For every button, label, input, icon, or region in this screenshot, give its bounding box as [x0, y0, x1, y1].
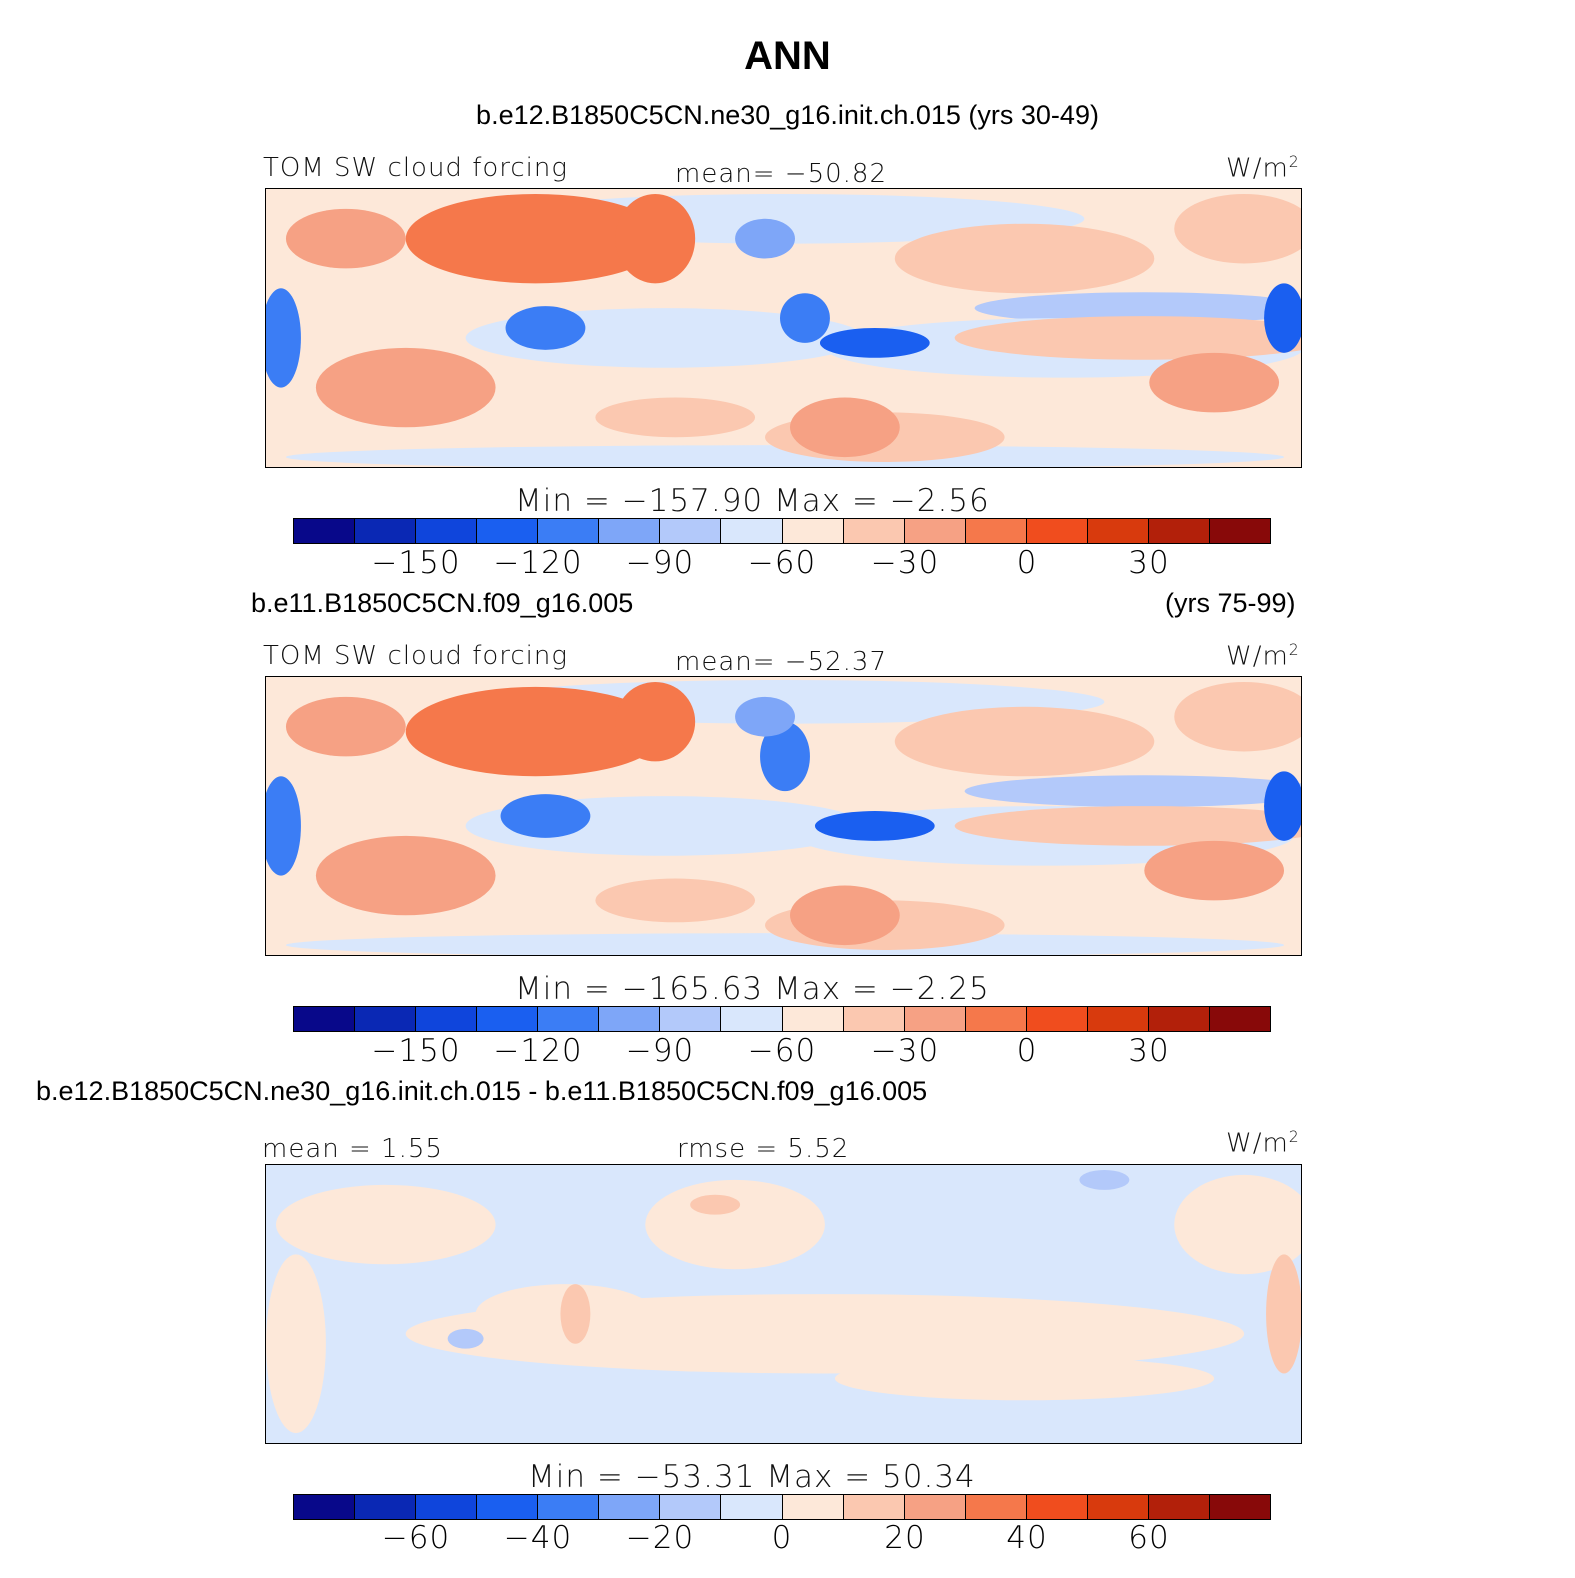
- colorbar-bin: [1209, 1495, 1270, 1519]
- colorbar-bin: [416, 519, 478, 543]
- colorbar-bin: [355, 519, 417, 543]
- panel2-case-title: b.e11.B1850C5CN.f09_g16.005: [251, 588, 634, 618]
- colorbar-bin: [1087, 1007, 1149, 1031]
- figure-title: ANN: [744, 34, 831, 78]
- panel3-tick: −60: [381, 1520, 451, 1556]
- colorbar-bin: [843, 1007, 905, 1031]
- panel1-tick: −90: [625, 545, 695, 581]
- colorbar-bin: [1026, 519, 1088, 543]
- colorbar-bin: [477, 1007, 539, 1031]
- panel3-tick: −20: [625, 1520, 695, 1556]
- colorbar-bin: [1148, 1495, 1210, 1519]
- panel1-units-label: W/m2: [1226, 153, 1300, 184]
- colorbar-bin: [660, 1495, 722, 1519]
- panel2-minmax-label: Min = −165.63 Max = −2.25: [515, 971, 990, 1007]
- colorbar-bin: [538, 1007, 600, 1031]
- colorbar-bin: [721, 1007, 783, 1031]
- panel3-contour-map: [265, 1164, 1302, 1444]
- colorbar-bin: [843, 1495, 905, 1519]
- colorbar-bin: [294, 1007, 356, 1031]
- panel2-units-label: W/m2: [1226, 641, 1300, 672]
- colorbar-bin: [538, 519, 600, 543]
- panel3-tick: 0: [771, 1520, 793, 1556]
- colorbar-bin: [294, 519, 356, 543]
- panel1-minmax-label: Min = −157.90 Max = −2.56: [515, 483, 990, 519]
- colorbar-bin: [904, 1495, 966, 1519]
- panel2-tick: 0: [1016, 1033, 1038, 1069]
- panel3-rmse-label: rmse = 5.52: [677, 1134, 850, 1164]
- panel3-mean-label: mean = 1.55: [262, 1134, 443, 1164]
- panel2-case-years: (yrs 75-99): [1165, 588, 1296, 618]
- panel3-tick: 20: [884, 1520, 926, 1556]
- colorbar-bin: [660, 1007, 722, 1031]
- panel3-colorbar: [293, 1494, 1271, 1520]
- panel2-tick: −30: [870, 1033, 940, 1069]
- colorbar-bin: [782, 1495, 844, 1519]
- colorbar-bin: [1087, 1495, 1149, 1519]
- panel2-tick: −150: [371, 1033, 461, 1069]
- panel1-contour-map: [265, 188, 1302, 468]
- colorbar-bin: [355, 1495, 417, 1519]
- colorbar-bin: [1148, 1007, 1210, 1031]
- panel1-mean-label: mean= −50.82: [675, 159, 888, 189]
- colorbar-bin: [782, 1007, 844, 1031]
- colorbar-bin: [843, 519, 905, 543]
- colorbar-bin: [965, 519, 1027, 543]
- colorbar-bin: [599, 519, 661, 543]
- colorbar-bin: [782, 519, 844, 543]
- colorbar-bin: [1209, 1007, 1270, 1031]
- panel3-minmax-label: Min = −53.31 Max = 50.34: [528, 1459, 976, 1495]
- panel3-units-label: W/m2: [1226, 1128, 1300, 1159]
- colorbar-bin: [721, 519, 783, 543]
- panel1-case-title: b.e12.B1850C5CN.ne30_g16.init.ch.015 (yr…: [476, 100, 1099, 130]
- panel2-tick: −90: [625, 1033, 695, 1069]
- colorbar-bin: [1209, 519, 1270, 543]
- colorbar-bin: [599, 1495, 661, 1519]
- panel2-variable-label: TOM SW cloud forcing: [263, 641, 568, 671]
- colorbar-bin: [538, 1495, 600, 1519]
- panel1-tick: 0: [1016, 545, 1038, 581]
- panel3-tick: 60: [1128, 1520, 1170, 1556]
- panel3-tick: −40: [503, 1520, 573, 1556]
- colorbar-bin: [477, 519, 539, 543]
- colorbar-bin: [1087, 519, 1149, 543]
- colorbar-bin: [965, 1007, 1027, 1031]
- panel1-tick: 30: [1128, 545, 1170, 581]
- panel3-case-title: b.e12.B1850C5CN.ne30_g16.init.ch.015 - b…: [36, 1076, 928, 1106]
- panel2-mean-label: mean= −52.37: [675, 647, 888, 677]
- panel1-tick: −120: [493, 545, 583, 581]
- panel2-tick: 30: [1128, 1033, 1170, 1069]
- colorbar-bin: [1148, 519, 1210, 543]
- panel1-variable-label: TOM SW cloud forcing: [263, 153, 568, 183]
- panel1-tick: −150: [371, 545, 461, 581]
- colorbar-bin: [904, 519, 966, 543]
- panel1-tick: −60: [747, 545, 817, 581]
- colorbar-bin: [599, 1007, 661, 1031]
- panel1-tick: −30: [870, 545, 940, 581]
- panel3-tick: 40: [1006, 1520, 1048, 1556]
- colorbar-bin: [1026, 1495, 1088, 1519]
- colorbar-bin: [904, 1007, 966, 1031]
- colorbar-bin: [477, 1495, 539, 1519]
- colorbar-bin: [416, 1495, 478, 1519]
- colorbar-bin: [416, 1007, 478, 1031]
- colorbar-bin: [660, 519, 722, 543]
- colorbar-bin: [1026, 1007, 1088, 1031]
- panel2-contour-map: [265, 676, 1302, 956]
- panel2-tick: −60: [747, 1033, 817, 1069]
- colorbar-bin: [965, 1495, 1027, 1519]
- panel2-tick: −120: [493, 1033, 583, 1069]
- colorbar-bin: [355, 1007, 417, 1031]
- panel2-colorbar: [293, 1006, 1271, 1032]
- colorbar-bin: [294, 1495, 356, 1519]
- panel1-colorbar: [293, 518, 1271, 544]
- colorbar-bin: [721, 1495, 783, 1519]
